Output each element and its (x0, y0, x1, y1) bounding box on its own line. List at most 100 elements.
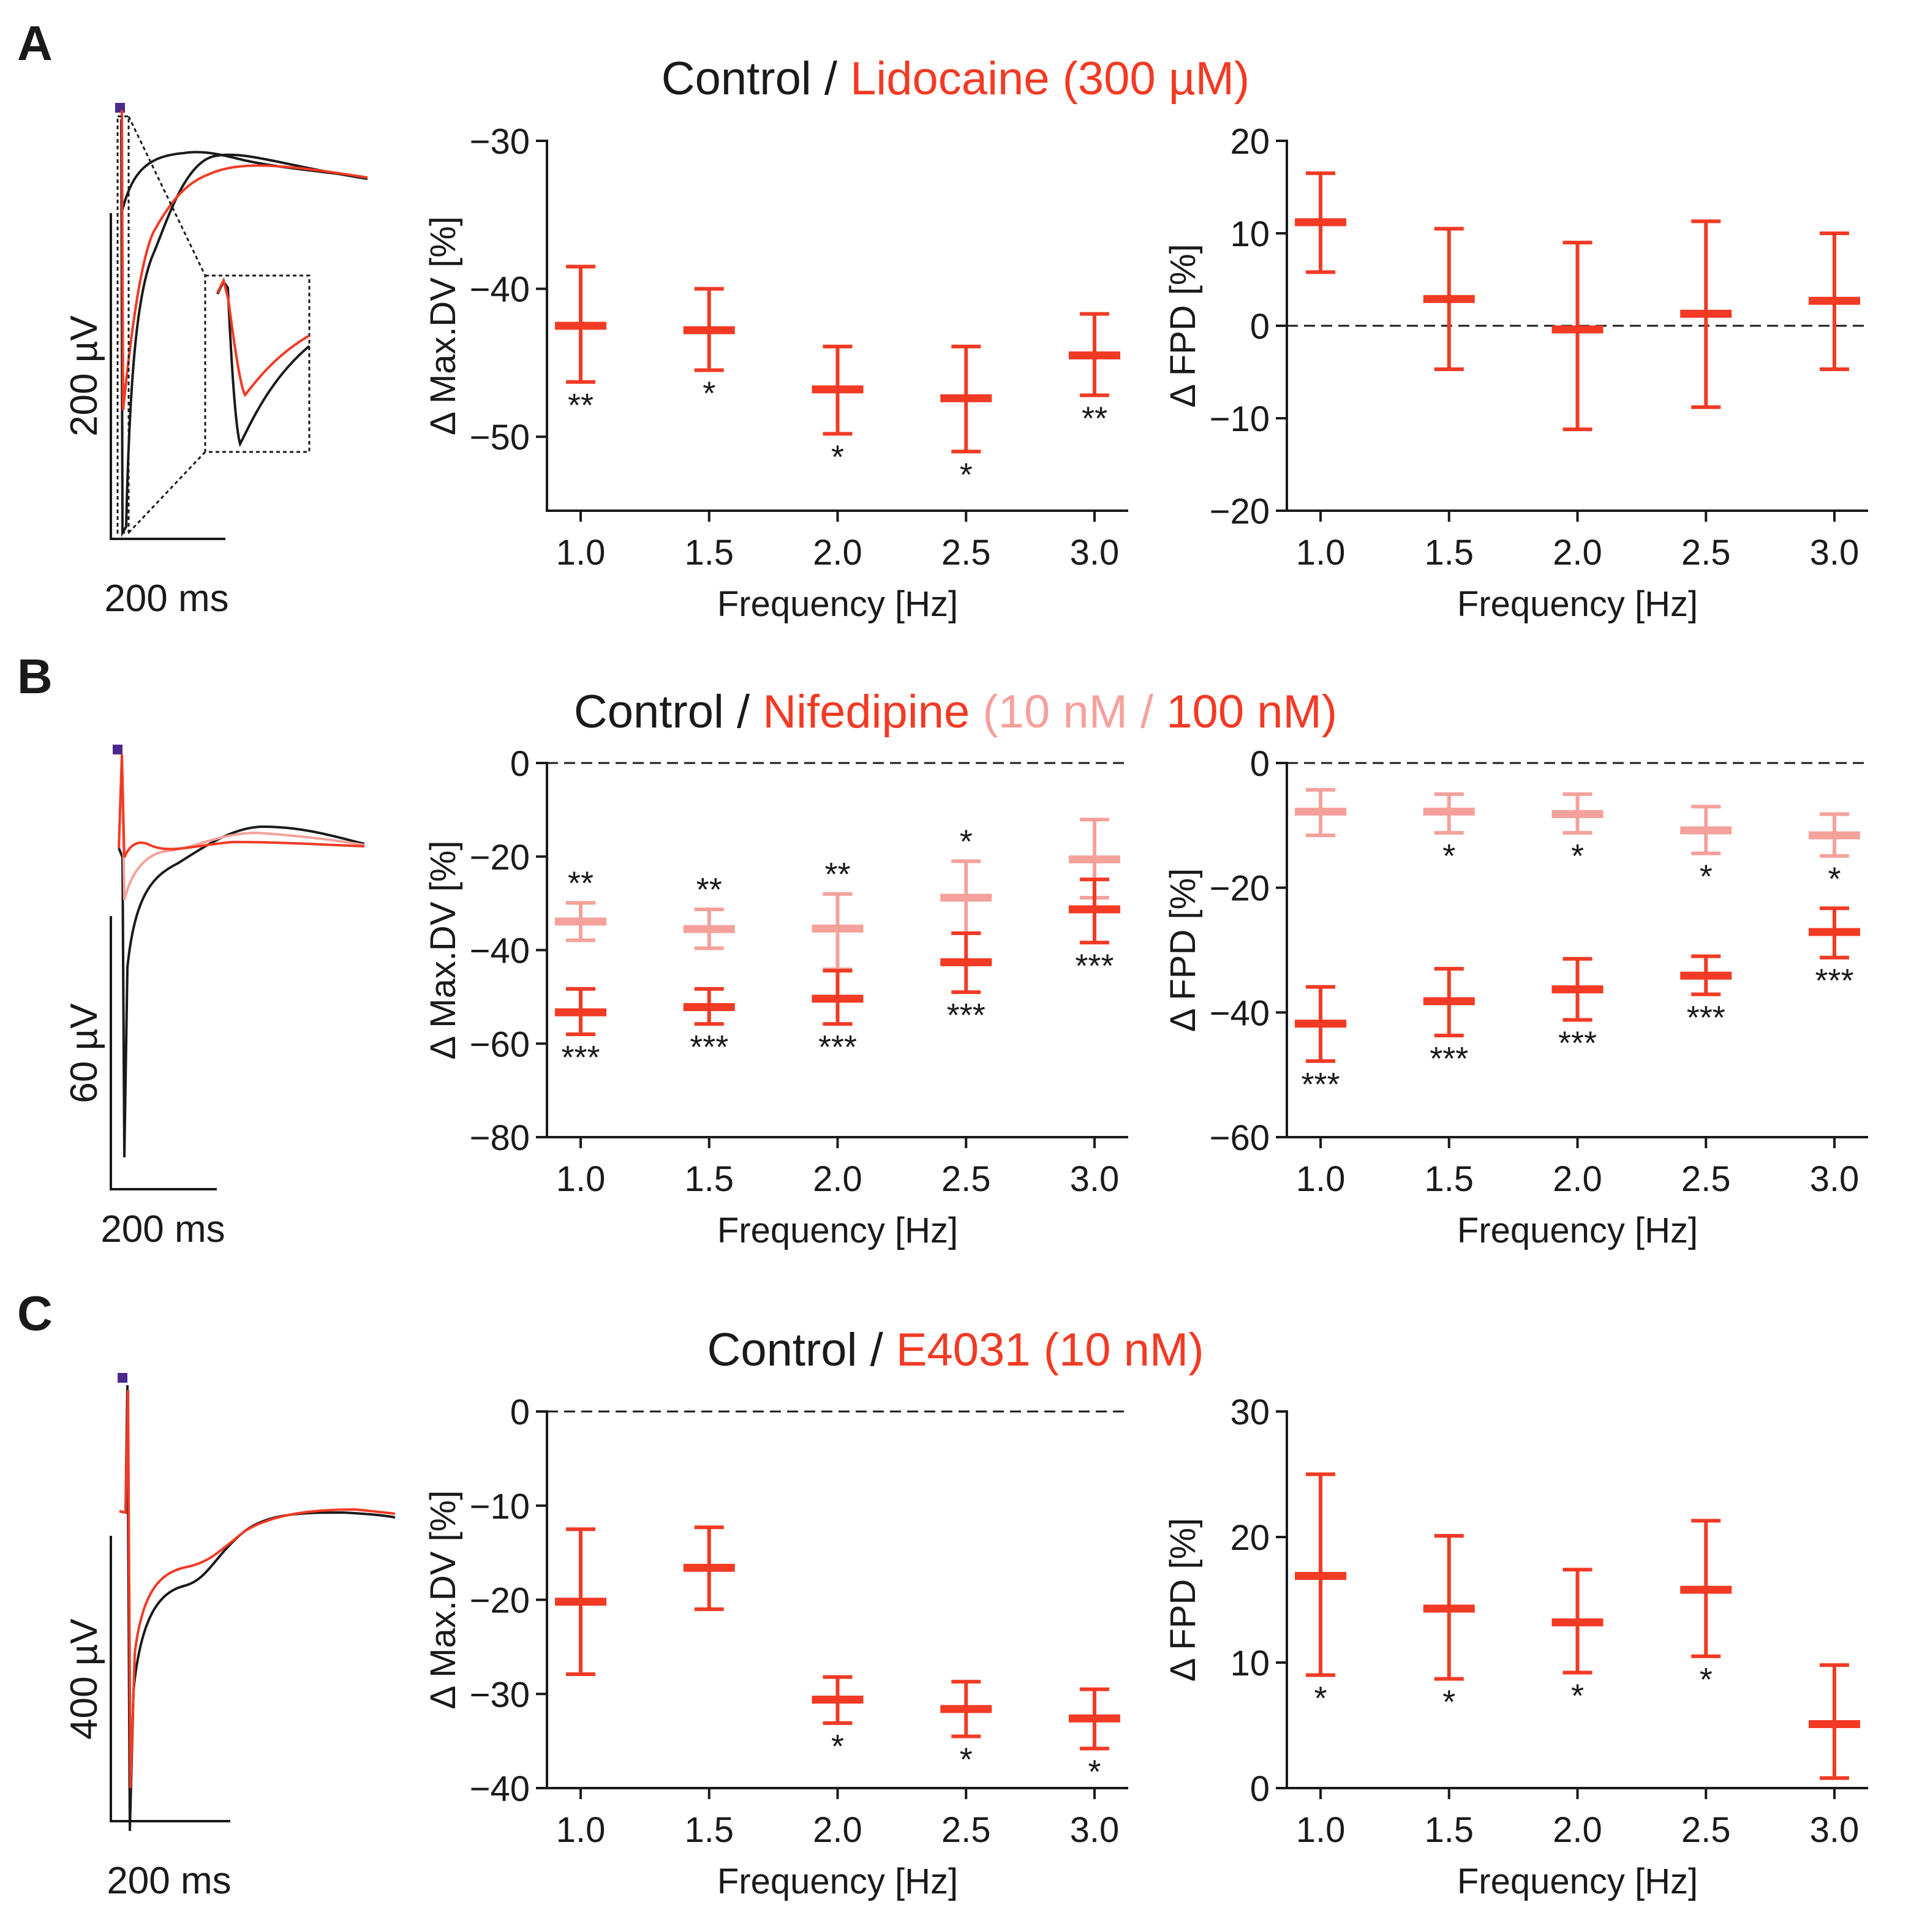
zoom-connector-top (127, 116, 206, 276)
zoom-inset-box (204, 274, 311, 453)
significance-label: *** (1075, 947, 1114, 984)
scale-label-y-c: 400 µV (63, 1618, 105, 1739)
chart-b-fpd: 0 −20 −40 −60 1.0 1.5 2.0 2.5 3.0 Frequency [Hz] Δ… (1163, 744, 1868, 1250)
y-tick-label: −60 (1210, 1118, 1270, 1158)
x-tick-label: 2.0 (1553, 1159, 1602, 1199)
title-a: Control / Lidocaine (300 µM) (662, 53, 1250, 105)
title-b-dose-separator: / (1128, 686, 1166, 738)
significance-label: *** (562, 1039, 600, 1076)
x-tick-label: 1.0 (1296, 1159, 1346, 1199)
x-tick-label: 2.5 (1681, 1810, 1731, 1850)
x-tick-label: 1.0 (556, 1159, 606, 1199)
significance-label: * (1314, 1680, 1327, 1717)
significance-label: * (960, 823, 973, 860)
scale-label-y-a: 200 µV (63, 315, 105, 436)
significance-label: *** (1687, 999, 1725, 1036)
y-tick-label: −20 (1210, 492, 1270, 532)
x-tick-label: 3.0 (1070, 533, 1120, 573)
title-b-high-dose: 100 nM (1166, 686, 1322, 738)
x-axis-label: Frequency [Hz] (717, 584, 958, 624)
scale-label-x-c: 200 ms (107, 1860, 231, 1902)
x-tick-label: 1.5 (1424, 533, 1474, 573)
x-tick-label: 1.5 (684, 1810, 734, 1850)
y-tick-label: 0 (510, 744, 530, 784)
x-tick-label: 1.0 (556, 1810, 606, 1850)
x-tick-label: 1.5 (684, 1159, 734, 1199)
title-b: Control / Nifedipine (10 nM / 100 nM) (574, 686, 1337, 738)
x-tick-label: 2.5 (941, 1810, 991, 1850)
y-axis-label: Δ FPD [%] (1163, 1518, 1203, 1682)
control-trace-c (119, 1385, 396, 1832)
x-axis-label: Frequency [Hz] (1457, 1862, 1698, 1901)
scale-label-x-a: 200 ms (104, 577, 228, 620)
x-tick-label: 2.5 (1681, 1159, 1731, 1199)
significance-label: * (960, 1741, 973, 1778)
y-tick-label: 0 (510, 1393, 530, 1432)
y-tick-label: 30 (1230, 1393, 1270, 1432)
title-a-separator: / (812, 53, 850, 105)
significance-label: ** (568, 387, 594, 424)
drug-trace-a (121, 110, 368, 411)
control-trace-b (118, 825, 365, 1158)
y-tick-label: −30 (470, 122, 530, 162)
inset-drug-trace (216, 277, 311, 397)
chart-c-fpd: 30 20 10 0 1.0 1.5 2.0 2.5 3.0 Frequency [Hz] Δ FP… (1163, 1393, 1868, 1901)
significance-label: * (1088, 1753, 1101, 1790)
chart-c-maxdv: 0 −10 −20 −30 −40 1.0 1.5 2.0 2.5 3.0 Frequency [H… (423, 1393, 1128, 1901)
panel-letter-c: C (17, 1286, 53, 1340)
significance-label: * (960, 456, 973, 493)
x-tick-label: 1.0 (556, 533, 606, 573)
y-axis-label: Δ Max.DV [%] (423, 841, 463, 1060)
y-tick-label: 20 (1230, 1518, 1270, 1558)
significance-label: *** (1815, 963, 1853, 999)
x-tick-label: 2.5 (941, 1159, 991, 1199)
title-b-separator: / (724, 686, 763, 738)
x-tick-label: 3.0 (1810, 533, 1860, 573)
x-tick-label: 2.5 (1681, 533, 1731, 573)
significance-label: *** (1558, 1025, 1597, 1062)
control-trace-a-spike (120, 119, 368, 538)
x-axis-label: Frequency [Hz] (1457, 1211, 1698, 1250)
title-c: Control / E4031 (10 nM) (707, 1324, 1204, 1376)
significance-label: * (831, 438, 844, 475)
significance-label: * (703, 375, 715, 412)
x-tick-label: 1.0 (1296, 1810, 1346, 1850)
trace-panel-a: 200 µV 200 ms (63, 103, 368, 620)
x-tick-label: 2.0 (1553, 1810, 1602, 1850)
chart-a-fpd: 20 10 0 −10 −20 1.0 1.5 2.0 2.5 3.0 Frequency [Hz]… (1163, 122, 1868, 624)
y-tick-label: −40 (470, 931, 530, 971)
x-tick-label: 3.0 (1070, 1159, 1120, 1199)
y-tick-label: 0 (1250, 744, 1270, 784)
significance-label: *** (690, 1029, 728, 1066)
title-a-drug: Lidocaine (300 µM) (850, 53, 1250, 105)
drug-low-trace-b (118, 757, 365, 901)
stimulus-marker (113, 745, 123, 754)
y-tick-label: −50 (470, 418, 530, 457)
y-axis-label: Δ FPD [%] (1163, 868, 1203, 1032)
x-tick-label: 2.0 (1553, 533, 1602, 573)
x-tick-label: 2.5 (941, 533, 991, 573)
chart-b-maxdv: 0 −20 −40 −60 −80 1.0 1.5 2.0 2.5 3.0 Frequency [H… (423, 744, 1128, 1250)
inset-control-trace (216, 279, 311, 448)
x-tick-label: 2.0 (813, 533, 862, 573)
x-tick-label: 3.0 (1070, 1810, 1120, 1850)
significance-label: * (1828, 861, 1841, 898)
y-axis-label: Δ Max.DV [%] (423, 216, 463, 435)
title-c-drug: E4031 (10 nM) (896, 1324, 1204, 1376)
stimulus-marker (115, 103, 125, 113)
y-axis-label: Δ Max.DV [%] (423, 1490, 463, 1710)
y-tick-label: −10 (1210, 399, 1270, 439)
y-tick-label: 10 (1230, 214, 1270, 254)
x-tick-label: 1.5 (684, 533, 734, 573)
control-trace-a (120, 151, 368, 215)
y-tick-label: −20 (1210, 869, 1270, 909)
scale-label-y-b: 60 µV (63, 1003, 105, 1103)
significance-label: * (1700, 859, 1713, 895)
y-tick-label: 0 (1250, 307, 1270, 347)
y-tick-label: −20 (470, 1581, 530, 1621)
y-tick-label: −10 (470, 1487, 530, 1527)
significance-label: ** (568, 865, 594, 901)
y-tick-label: −40 (470, 1769, 530, 1809)
significance-label: *** (818, 1029, 857, 1066)
